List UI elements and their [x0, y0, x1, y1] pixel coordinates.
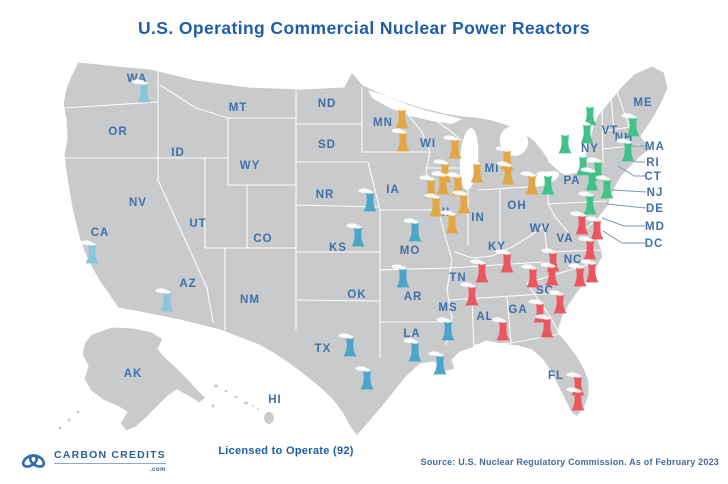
logo-name: CARBON CREDITS — [54, 449, 166, 461]
state-label-wy: WY — [240, 160, 261, 172]
state-label-ak: AK — [124, 368, 143, 380]
state-label-nc: NC — [564, 254, 583, 266]
state-label-ms: MS — [438, 302, 457, 314]
state-label-ma: MA — [645, 141, 665, 153]
state-label-de: DE — [646, 203, 664, 215]
state-label-mt: MT — [229, 102, 248, 114]
logo-rule: .com — [54, 463, 166, 473]
state-label-wv: WV — [530, 223, 551, 235]
coastal-leader-lines — [601, 145, 647, 244]
page-title: U.S. Operating Commercial Nuclear Power … — [138, 18, 590, 38]
state-label-dc: DC — [645, 238, 664, 250]
state-label-nm: NM — [240, 294, 260, 306]
state-label-al: AL — [476, 311, 493, 323]
state-label-la: LA — [403, 328, 420, 340]
state-label-sc: SC — [536, 285, 554, 297]
source-note: Source: U.S. Nuclear Regulatory Commissi… — [420, 457, 719, 467]
state-label-wi: WI — [420, 138, 436, 150]
leader-line-nj — [611, 189, 647, 193]
state-labels: WAORCANVIDMTWYUTAZNMCONDSDNRKSOKTXMNIAMO… — [91, 73, 665, 406]
state-label-ks: KS — [329, 242, 347, 254]
leader-line-dc — [602, 230, 645, 244]
state-label-ca: CA — [91, 227, 110, 239]
state-label-in: IN — [471, 212, 485, 224]
state-label-md: MD — [645, 221, 665, 233]
state-label-ia: IA — [386, 184, 400, 196]
lake-erie — [528, 171, 560, 187]
state-label-ga: GA — [508, 304, 527, 316]
state-label-sd: SD — [318, 139, 336, 151]
state-label-ok: OK — [347, 289, 366, 301]
alaska-island — [57, 425, 63, 431]
state-label-va: VA — [556, 233, 573, 245]
state-label-nj: NJ — [647, 187, 664, 199]
state-label-fl: FL — [548, 370, 564, 382]
lake-superior — [368, 90, 462, 124]
alaska-island — [75, 409, 81, 415]
state-label-tx: TX — [315, 343, 332, 355]
hawaii-islands — [212, 383, 276, 426]
carbon-credits-icon — [21, 454, 46, 468]
state-label-nd: ND — [318, 98, 337, 110]
state-label-hi: HI — [268, 394, 282, 406]
alaska-island — [66, 417, 72, 423]
state-label-id: ID — [171, 147, 185, 159]
state-label-nr: NR — [316, 189, 335, 201]
alaska-island — [210, 403, 216, 409]
state-label-az: AZ — [179, 278, 196, 290]
state-label-ct: CT — [644, 171, 661, 183]
state-label-ut: UT — [189, 218, 206, 230]
state-label-pa: PA — [563, 175, 580, 187]
leader-line-de — [606, 203, 647, 209]
state-label-vt: VT — [602, 125, 619, 137]
state-label-mi: MI — [485, 163, 500, 175]
state-label-mo: MO — [400, 245, 421, 257]
state-label-me: ME — [633, 97, 652, 109]
state-label-ri: RI — [646, 157, 660, 169]
state-label-or: OR — [108, 126, 127, 138]
reactor-marker-ny — [553, 130, 572, 154]
carbon-credits-logo: CARBON CREDITS .com — [20, 449, 166, 473]
state-label-nv: NV — [129, 197, 147, 209]
legend-label: Licensed to Operate (92) — [218, 445, 354, 457]
state-label-mn: MN — [373, 117, 393, 129]
leader-line-ct — [617, 165, 645, 177]
logo-domain: .com — [149, 467, 166, 473]
state-label-oh: OH — [507, 200, 526, 212]
state-label-co: CO — [253, 233, 272, 245]
state-label-ny: NY — [581, 143, 599, 155]
state-label-ar: AR — [404, 291, 423, 303]
state-label-tn: TN — [449, 272, 466, 284]
leader-line-md — [601, 217, 645, 227]
alaska-shape — [81, 326, 207, 432]
